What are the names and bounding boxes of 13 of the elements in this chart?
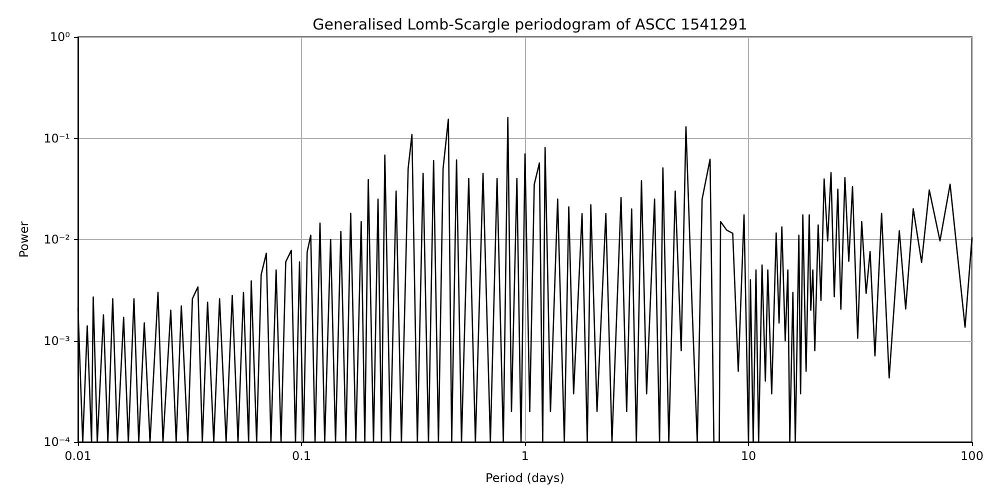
y-axis-title: Power <box>17 221 31 258</box>
x-tick-label: 1 <box>521 449 529 463</box>
y-tick-label: 10⁻² <box>44 232 70 246</box>
y-tick-label: 10⁰ <box>50 30 70 44</box>
x-tick-label: 100 <box>960 449 984 463</box>
x-tick-label: 0.1 <box>292 449 312 463</box>
chart-title: Generalised Lomb-Scargle periodogram of ASCC 1541291 <box>312 16 748 34</box>
x-tick-label: 10 <box>740 449 756 463</box>
x-axis-title: Period (days) <box>486 471 564 485</box>
y-tick-label: 10⁻³ <box>44 334 70 348</box>
x-tick-label: 0.01 <box>64 449 92 463</box>
y-tick-label: 10⁻¹ <box>44 131 70 146</box>
y-tick-label: 10⁻⁴ <box>44 435 70 449</box>
